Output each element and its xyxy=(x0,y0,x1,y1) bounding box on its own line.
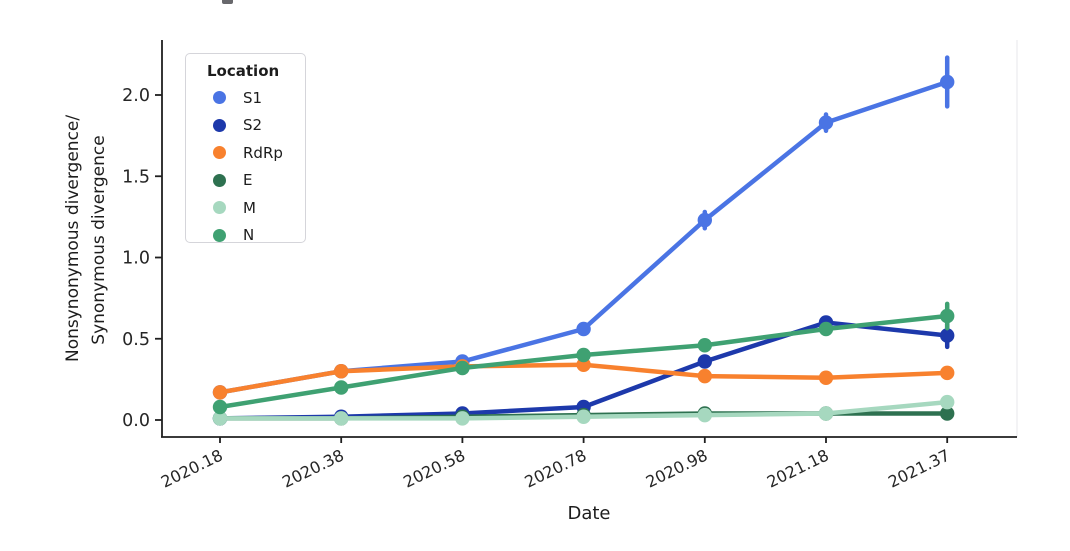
cropped-title-fragment xyxy=(222,0,233,4)
x-tick-label: 2020.98 xyxy=(643,446,711,492)
x-tick-label: 2020.78 xyxy=(522,446,590,492)
series-point-M xyxy=(212,411,228,426)
series-point-RdRp xyxy=(212,385,228,400)
x-tick-label: 2020.18 xyxy=(158,446,226,492)
y-tick-label: 1.5 xyxy=(122,167,150,187)
legend-item-label: S1 xyxy=(243,88,263,107)
legend-marker-N xyxy=(213,228,226,242)
legend-item-S1: S1 xyxy=(186,84,305,112)
series-point-M xyxy=(697,407,712,423)
series-point-S1 xyxy=(576,321,591,337)
legend-item-N: N xyxy=(186,222,305,250)
x-tick-label: 2021.37 xyxy=(885,446,953,492)
x-tick-label: 2020.58 xyxy=(400,446,468,492)
x-tick-label: 2021.18 xyxy=(764,446,832,492)
legend-marker-S2 xyxy=(213,118,226,132)
y-axis-label: Nonsynonymous divergence/ Synonymous div… xyxy=(60,114,112,362)
y-axis-label-line1: Nonsynonymous divergence/ xyxy=(63,114,83,362)
legend-item-label: N xyxy=(243,226,255,245)
series-point-N xyxy=(697,338,712,353)
series-point-N xyxy=(576,347,591,363)
series-point-N xyxy=(940,308,955,324)
series-point-RdRp xyxy=(334,364,349,379)
series-point-M xyxy=(818,406,834,421)
legend-item-label: E xyxy=(243,171,253,190)
series-point-RdRp xyxy=(940,365,955,381)
y-tick-label: 0.0 xyxy=(122,411,150,431)
series-point-N xyxy=(455,360,470,376)
legend: Location S1 S2 RdRp E M N xyxy=(185,53,306,244)
series-point-RdRp xyxy=(697,368,712,384)
series-point-N xyxy=(334,380,349,395)
series-point-S1 xyxy=(940,74,955,90)
series-point-S1 xyxy=(697,212,712,228)
x-tick-label: 2020.38 xyxy=(279,446,347,492)
series-point-M xyxy=(576,409,591,424)
legend-item-label: S2 xyxy=(243,116,263,135)
series-point-M xyxy=(455,411,470,426)
x-axis-label: Date xyxy=(567,503,611,524)
y-axis-label-line2: Synonymous divergence xyxy=(89,135,109,345)
legend-marker-S1 xyxy=(213,91,226,105)
series-point-M xyxy=(334,411,349,426)
series-point-S2 xyxy=(940,328,955,343)
series-point-RdRp xyxy=(818,370,834,385)
series-point-S2 xyxy=(697,354,712,369)
legend-item-S2: S2 xyxy=(186,112,305,140)
y-tick-label: 0.5 xyxy=(122,330,150,350)
legend-item-RdRp: RdRp xyxy=(186,139,305,167)
legend-item-E: E xyxy=(186,167,305,195)
series-line-S1 xyxy=(217,79,950,395)
legend-title: Location xyxy=(207,62,280,80)
series-point-N xyxy=(818,321,834,337)
y-tick-label: 2.0 xyxy=(122,86,150,106)
legend-marker-E xyxy=(213,173,226,187)
y-tick-label: 1.0 xyxy=(122,249,150,269)
series-point-E xyxy=(940,406,955,421)
legend-marker-RdRp xyxy=(213,146,226,160)
series-point-S1 xyxy=(818,115,834,130)
series-point-N xyxy=(212,399,228,415)
series-point-M xyxy=(940,394,955,410)
legend-item-M: M xyxy=(186,194,305,222)
legend-item-label: M xyxy=(243,198,256,217)
legend-item-label: RdRp xyxy=(243,143,283,162)
legend-marker-M xyxy=(213,201,226,215)
legend-items: S1 S2 RdRp E M N xyxy=(186,84,305,249)
